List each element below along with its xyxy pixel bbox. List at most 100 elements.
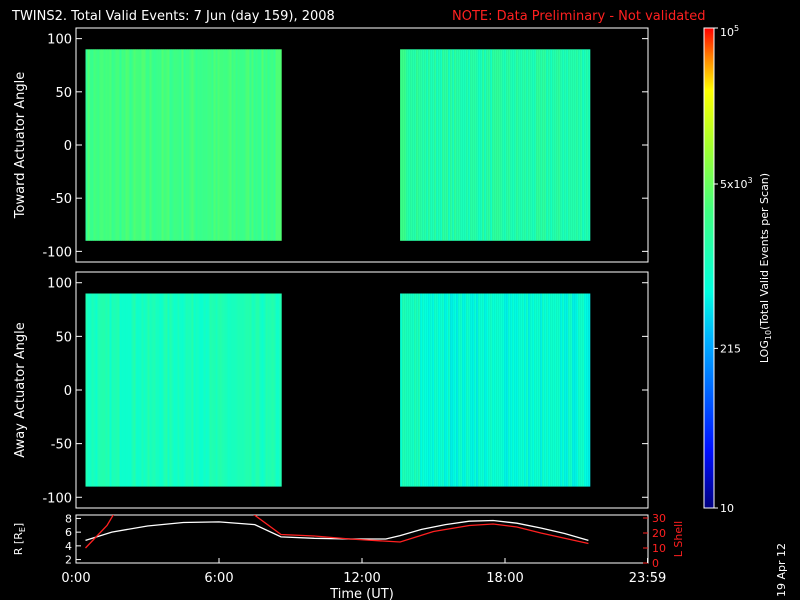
data-stripe [101,293,104,487]
data-stripe [484,293,487,487]
r-tick-label: 8 [65,512,72,525]
data-stripe [173,293,176,487]
data-stripe [195,293,198,487]
data-stripe [552,293,555,487]
data-stripe [245,49,248,241]
data-stripe [279,49,282,241]
data-stripe [151,49,154,241]
away-data-blocks [85,293,591,487]
data-stripe [504,49,507,241]
data-stripe [460,49,463,241]
data-stripe [113,49,116,241]
data-stripe [247,293,250,487]
data-stripe [454,293,457,487]
data-stripe [261,293,264,487]
y-tick-label: -50 [51,438,72,453]
data-stripe [259,293,262,487]
data-stripe [436,49,439,241]
data-stripe [526,293,529,487]
data-stripe [448,293,451,487]
data-stripe [229,293,232,487]
data-stripe [508,49,511,241]
data-stripe [219,49,222,241]
data-stripe [526,49,529,241]
data-block [85,49,282,241]
data-stripe [490,49,493,241]
data-stripe [205,293,208,487]
y-tick-label: 50 [55,330,72,345]
data-stripe [105,293,108,487]
data-stripe [263,293,266,487]
data-stripe [181,293,184,487]
data-stripe [199,49,202,241]
data-stripe [213,293,216,487]
data-stripe [426,293,429,487]
data-stripe [480,293,483,487]
data-stripe [265,49,268,241]
data-stripe [111,293,114,487]
data-stripe [588,293,591,487]
data-stripe [123,49,126,241]
data-stripe [562,49,565,241]
data-stripe [211,49,214,241]
data-stripe [416,49,419,241]
data-stripe [492,293,495,487]
data-stripe [237,293,240,487]
data-stripe [574,49,577,241]
data-stripe [241,49,244,241]
data-stripe [115,49,118,241]
data-stripe [207,293,210,487]
data-stripe [538,293,541,487]
y-tick-label: -100 [42,491,72,506]
data-stripe [486,49,489,241]
data-stripe [253,293,256,487]
lshell-tick-label: 0 [652,557,659,570]
data-stripe [199,293,202,487]
data-stripe [458,49,461,241]
data-stripe [103,293,106,487]
data-stripe [442,293,445,487]
data-stripe [93,293,96,487]
data-stripe [165,49,168,241]
data-stripe [127,293,130,487]
data-stripe [129,293,132,487]
data-stripe [550,49,553,241]
data-stripe [91,293,94,487]
data-stripe [478,49,481,241]
data-stripe [97,49,100,241]
data-stripe [492,49,495,241]
data-stripe [574,293,577,487]
data-stripe [197,293,200,487]
data-stripe [265,293,268,487]
data-stripe [566,293,569,487]
data-stripe [273,49,276,241]
data-stripe [422,293,425,487]
time-tick-label: 12:00 [343,571,380,586]
data-stripe [588,49,591,241]
preliminary-note: NOTE: Data Preliminary - Not validated [452,9,706,24]
data-stripe [494,293,497,487]
data-stripe [530,293,533,487]
data-stripe [562,293,565,487]
data-stripe [462,49,465,241]
data-stripe [528,293,531,487]
data-stripe [586,293,589,487]
data-stripe [91,49,94,241]
data-stripe [468,293,471,487]
data-stripe [558,293,561,487]
data-stripe [235,293,238,487]
data-stripe [231,49,234,241]
data-stripe [177,49,180,241]
toward-y-ticks: 100 50 0 -50 -100 [42,33,648,260]
data-stripe [524,293,527,487]
data-stripe [512,293,515,487]
data-stripe [510,293,513,487]
data-stripe [155,293,158,487]
data-stripe [221,293,224,487]
data-stripe [536,293,539,487]
data-stripe [225,49,228,241]
data-stripe [169,293,172,487]
data-stripe [400,293,403,487]
data-stripe [191,49,194,241]
